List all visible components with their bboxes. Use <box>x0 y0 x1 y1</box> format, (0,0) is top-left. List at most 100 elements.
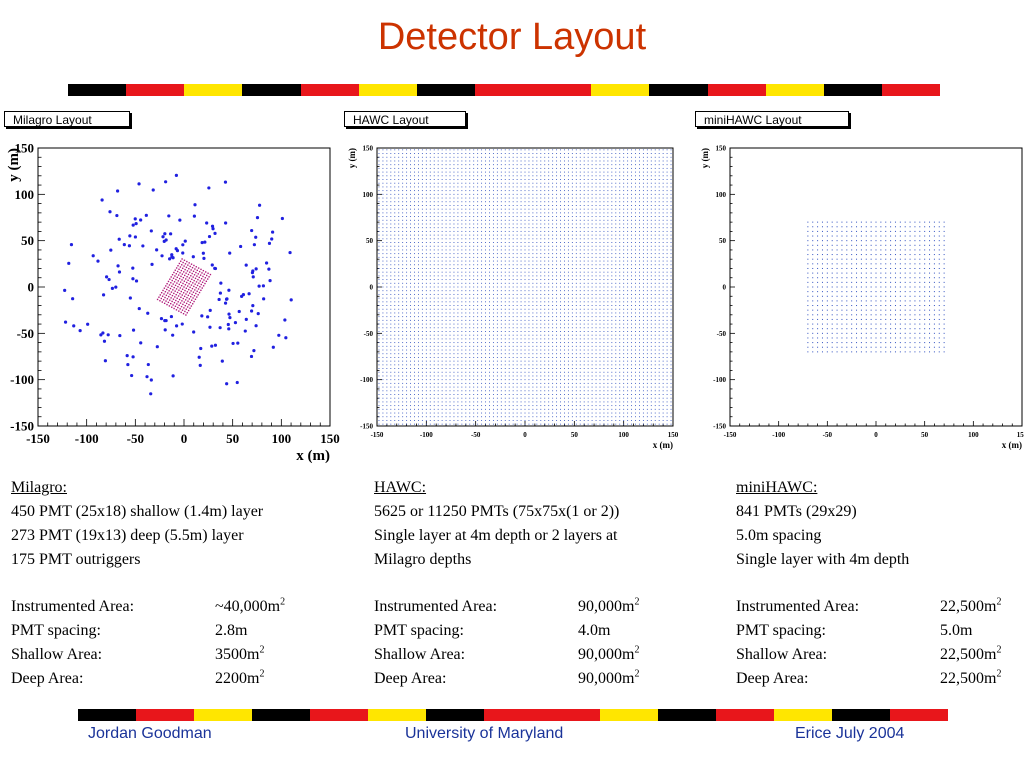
pmt-point <box>544 305 546 306</box>
pmt-point <box>251 275 255 279</box>
pmt-point <box>469 386 471 388</box>
pmt-point <box>382 327 384 329</box>
pmt-point <box>382 186 384 188</box>
pmt-point <box>382 323 384 325</box>
pmt-point <box>433 305 435 306</box>
pmt-point <box>390 397 392 399</box>
pmt-point <box>449 416 451 418</box>
pmt-point <box>500 197 502 199</box>
pmt-point <box>544 375 546 377</box>
pmt-point <box>78 329 82 333</box>
pmt-point <box>587 394 589 395</box>
pmt-point <box>508 219 510 221</box>
pmt-point <box>544 260 546 262</box>
pmt-point <box>190 263 193 265</box>
pmt-point <box>441 245 443 247</box>
pmt-point <box>378 382 380 384</box>
pmt-point <box>394 390 396 392</box>
pmt-point <box>556 182 558 184</box>
pmt-point <box>181 258 183 260</box>
pmt-point <box>425 256 427 258</box>
pmt-point <box>421 338 423 340</box>
pmt-point <box>560 419 561 421</box>
pmt-point <box>567 223 569 225</box>
pmt-point <box>453 386 455 388</box>
pmt-point <box>118 333 122 338</box>
pmt-point <box>492 375 494 377</box>
pmt-point <box>386 149 388 151</box>
pmt-point <box>492 275 494 277</box>
pmt-point <box>611 360 613 362</box>
pmt-point <box>421 423 423 425</box>
pmt-point <box>583 382 585 384</box>
pmt-point <box>564 408 565 410</box>
pmt-point <box>184 263 187 265</box>
pmt-point <box>485 219 486 221</box>
pmt-point <box>587 256 589 258</box>
pmt-point <box>402 230 404 232</box>
pmt-point <box>512 212 514 214</box>
pmt-point <box>564 331 565 332</box>
pmt-point <box>520 156 522 158</box>
pmt-point <box>564 190 565 192</box>
pmt-point <box>575 416 577 418</box>
pmt-point <box>191 255 195 259</box>
pmt-point <box>465 286 467 288</box>
pmt-point <box>406 334 408 336</box>
pmt-point <box>607 364 609 366</box>
pmt-point <box>453 282 455 284</box>
pmt-point <box>481 268 483 269</box>
pmt-point <box>524 316 526 318</box>
pmt-point <box>579 375 581 377</box>
pmt-point <box>469 282 471 284</box>
pmt-point <box>421 364 423 366</box>
pmt-point <box>433 197 435 199</box>
pmt-point <box>445 297 447 299</box>
pmt-point <box>556 164 558 166</box>
panel-label-minihawc: miniHAWC Layout <box>695 111 849 127</box>
pmt-point <box>406 201 408 203</box>
pmt-point <box>536 238 538 240</box>
pmt-point <box>410 208 411 210</box>
pmt-point <box>504 186 506 188</box>
pmt-point <box>540 264 542 266</box>
pmt-point <box>425 290 427 292</box>
pmt-point <box>611 164 613 166</box>
pmt-point <box>587 286 589 288</box>
pmt-point <box>453 408 455 410</box>
pmt-point <box>512 368 514 369</box>
pmt-point <box>587 182 589 184</box>
pmt-point <box>508 401 510 403</box>
pmt-point <box>149 229 153 233</box>
pmt-point <box>528 408 530 410</box>
pmt-point <box>500 345 502 347</box>
pmt-point <box>382 416 384 418</box>
pmt-point <box>567 167 569 169</box>
pmt-point <box>378 242 380 243</box>
pmt-point <box>461 371 463 373</box>
pmt-point <box>599 208 601 210</box>
pmt-point <box>473 268 475 269</box>
pmt-point <box>481 149 483 151</box>
pmt-point <box>398 201 400 203</box>
pmt-point <box>607 175 609 177</box>
pmt-point <box>607 275 609 277</box>
pmt-point <box>536 216 538 218</box>
pmt-point <box>207 234 212 239</box>
pmt-point <box>193 203 197 207</box>
pmt-point <box>410 293 411 295</box>
pmt-point <box>532 271 534 273</box>
pmt-point <box>437 245 439 247</box>
pmt-point <box>461 379 463 381</box>
pmt-point <box>500 156 502 158</box>
pmt-point <box>508 360 510 362</box>
pmt-point <box>564 390 565 392</box>
pmt-point <box>607 201 609 203</box>
pmt-point <box>151 188 155 192</box>
pmt-point <box>398 197 400 199</box>
pmt-point <box>453 334 455 336</box>
pmt-point <box>536 160 538 162</box>
pmt-point <box>465 275 467 277</box>
pmt-point <box>264 261 269 265</box>
pmt-point <box>599 223 601 225</box>
